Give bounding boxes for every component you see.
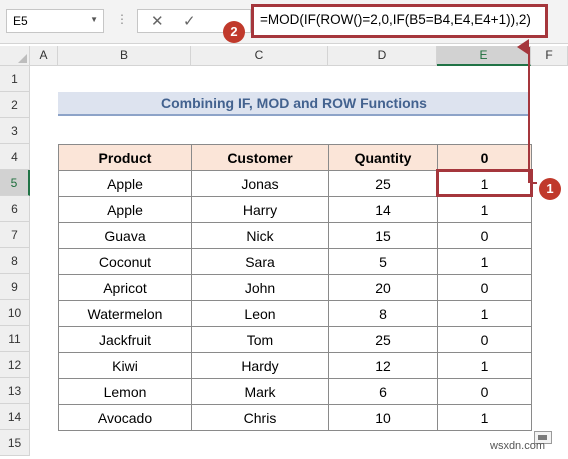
header-result[interactable]: 0 xyxy=(437,144,532,171)
product-cell[interactable]: Avocado xyxy=(58,404,192,431)
quantity-cell[interactable]: 25 xyxy=(328,170,438,197)
formula-input[interactable]: =MOD(IF(ROW()=2,0,IF(B5=B4,E4,E4+1)),2) xyxy=(251,4,548,38)
header-quantity[interactable]: Quantity xyxy=(328,144,438,171)
more-options-icon[interactable]: ⋮ xyxy=(116,12,128,26)
table-row: Lemon Mark 6 0 xyxy=(58,378,532,405)
customer-cell[interactable]: Tom xyxy=(191,326,329,353)
row-header-4[interactable]: 4 xyxy=(0,144,30,170)
quantity-cell[interactable]: 20 xyxy=(328,274,438,301)
table-row: Apple Harry 14 1 xyxy=(58,196,532,223)
table-row: Avocado Chris 10 1 xyxy=(58,404,532,431)
column-header-c[interactable]: C xyxy=(191,46,328,66)
row-header-2[interactable]: 2 xyxy=(0,92,30,118)
row-header-6[interactable]: 6 xyxy=(0,196,30,222)
result-cell[interactable]: 1 xyxy=(437,300,532,327)
result-cell[interactable]: 1 xyxy=(437,404,532,431)
quantity-cell[interactable]: 10 xyxy=(328,404,438,431)
product-cell[interactable]: Watermelon xyxy=(58,300,192,327)
customer-cell[interactable]: Jonas xyxy=(191,170,329,197)
row-header-3[interactable]: 3 xyxy=(0,118,30,144)
cancel-icon[interactable]: ✕ xyxy=(151,13,164,30)
customer-cell[interactable]: Harry xyxy=(191,196,329,223)
callout-badge-formula: 2 xyxy=(223,21,245,43)
table-row: Apricot John 20 0 xyxy=(58,274,532,301)
select-all-triangle-icon xyxy=(18,54,27,63)
data-table: Product Customer Quantity 0 Apple Jonas 25… xyxy=(58,144,532,431)
paste-options-icon[interactable] xyxy=(534,431,552,444)
column-header-b[interactable]: B xyxy=(58,46,191,66)
result-cell[interactable]: 0 xyxy=(437,378,532,405)
column-header-d[interactable]: D xyxy=(328,46,437,66)
row-header-15[interactable]: 15 xyxy=(0,430,30,456)
row-header-13[interactable]: 13 xyxy=(0,378,30,404)
name-box-value: E5 xyxy=(13,14,28,28)
watermark: wsxdn.com xyxy=(490,440,546,452)
chevron-down-icon[interactable]: ▼ xyxy=(90,15,98,24)
row-header-12[interactable]: 12 xyxy=(0,352,30,378)
quantity-cell[interactable]: 15 xyxy=(328,222,438,249)
row-header-11[interactable]: 11 xyxy=(0,326,30,352)
row-header-10[interactable]: 10 xyxy=(0,300,30,326)
product-cell[interactable]: Kiwi xyxy=(58,352,192,379)
table-row: Guava Nick 15 0 xyxy=(58,222,532,249)
customer-cell[interactable]: Chris xyxy=(191,404,329,431)
quantity-cell[interactable]: 14 xyxy=(328,196,438,223)
select-all-corner[interactable] xyxy=(0,46,30,66)
result-cell[interactable]: 0 xyxy=(437,274,532,301)
row-header-9[interactable]: 9 xyxy=(0,274,30,300)
column-header-a[interactable]: A xyxy=(30,46,58,66)
customer-cell[interactable]: Hardy xyxy=(191,352,329,379)
row-header-8[interactable]: 8 xyxy=(0,248,30,274)
table-header-row: Product Customer Quantity 0 xyxy=(58,144,532,171)
callout-badge-cell: 1 xyxy=(539,178,561,200)
sheet-title[interactable]: Combining IF, MOD and ROW Functions xyxy=(58,92,530,116)
result-cell[interactable]: 1 xyxy=(437,352,532,379)
row-header-5[interactable]: 5 xyxy=(0,170,30,196)
enter-icon[interactable]: ✓ xyxy=(183,13,196,30)
quantity-cell[interactable]: 8 xyxy=(328,300,438,327)
column-header-e[interactable]: E xyxy=(437,46,531,66)
row-header-14[interactable]: 14 xyxy=(0,404,30,430)
result-cell[interactable]: 0 xyxy=(437,222,532,249)
product-cell[interactable]: Lemon xyxy=(58,378,192,405)
customer-cell[interactable]: John xyxy=(191,274,329,301)
selected-cell-e5[interactable] xyxy=(436,169,533,197)
name-box[interactable]: E5 ▼ xyxy=(6,9,104,33)
product-cell[interactable]: Apple xyxy=(58,196,192,223)
table-row: Watermelon Leon 8 1 xyxy=(58,300,532,327)
result-cell[interactable]: 1 xyxy=(437,248,532,275)
row-header-1[interactable]: 1 xyxy=(0,66,30,92)
row-header-7[interactable]: 7 xyxy=(0,222,30,248)
result-cell[interactable]: 1 xyxy=(437,196,532,223)
table-row: Apple Jonas 25 1 xyxy=(58,170,532,197)
